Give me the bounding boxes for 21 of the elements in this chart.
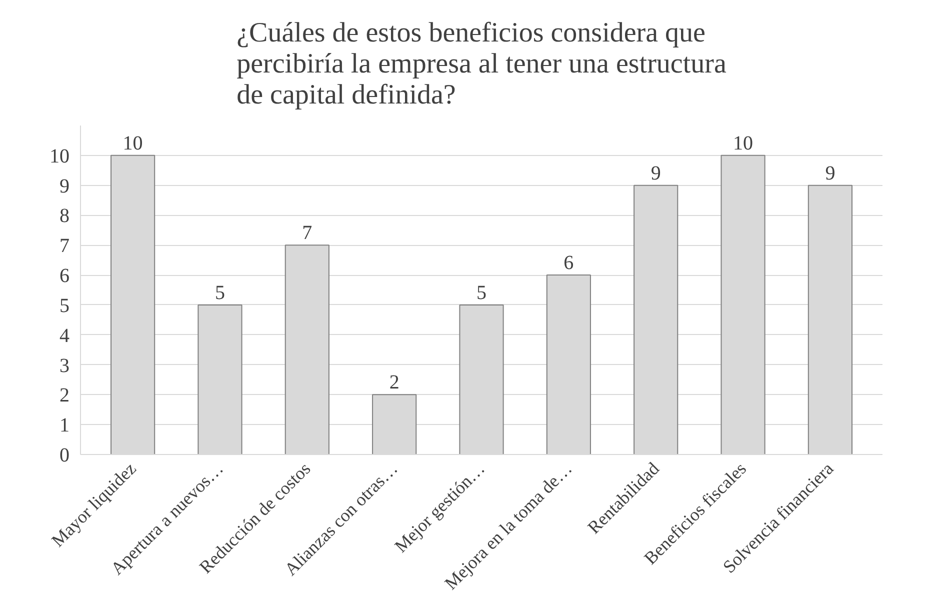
y-tick-label: 1 [60, 414, 70, 437]
y-tick-label: 8 [60, 205, 70, 228]
y-tick-label: 2 [60, 384, 70, 407]
y-tick-label: 10 [50, 145, 70, 168]
data-label: 9 [650, 162, 661, 184]
data-label: 5 [214, 282, 225, 304]
data-label: 2 [389, 372, 400, 394]
y-tick-label: 9 [60, 175, 70, 198]
y-tick-label: 5 [60, 294, 70, 317]
data-label: 10 [733, 132, 754, 154]
y-tick-label: 7 [60, 235, 70, 258]
data-label: 10 [122, 132, 143, 154]
data-label: 5 [476, 282, 486, 304]
y-tick-label: 4 [60, 324, 70, 347]
y-tick-label: 0 [60, 444, 70, 466]
y-tick-label: 6 [60, 265, 70, 288]
data-label: 9 [825, 162, 836, 184]
data-label: 7 [302, 222, 312, 244]
data-label: 6 [564, 252, 574, 274]
y-tick-label: 3 [60, 354, 70, 377]
chart-title: ¿Cuáles de estos beneficios considera que percibiría la empresa al tener una estructura de capital definida? [236, 18, 727, 110]
